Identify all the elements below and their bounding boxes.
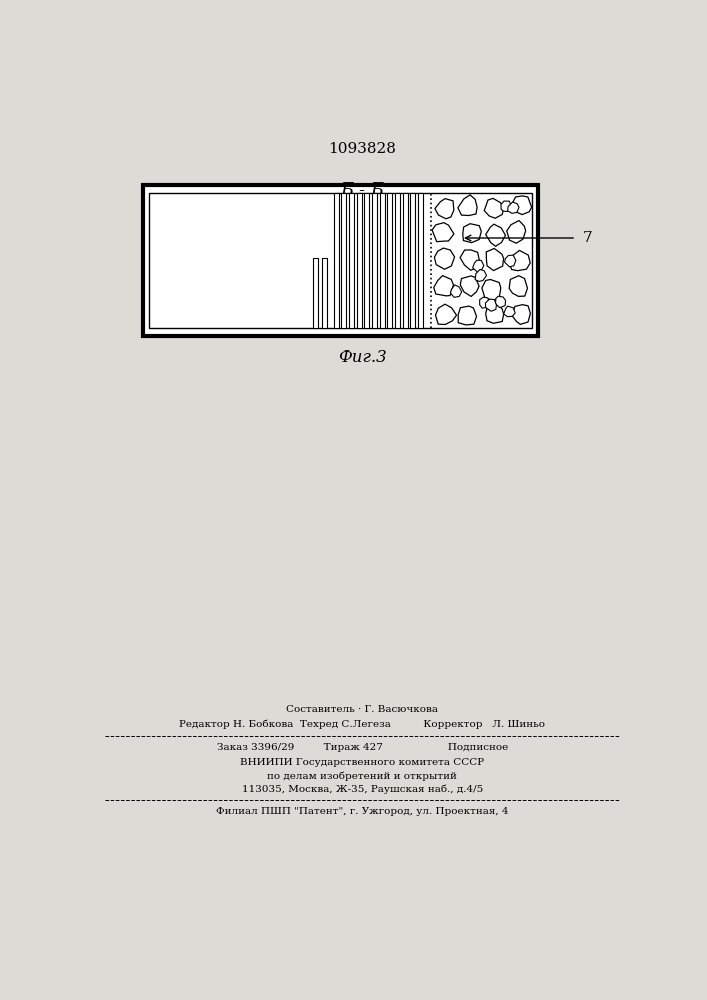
Bar: [322, 258, 327, 328]
Polygon shape: [505, 255, 516, 267]
Polygon shape: [508, 202, 519, 213]
Text: Б - Б: Б - Б: [340, 182, 385, 200]
Polygon shape: [432, 223, 454, 242]
Polygon shape: [496, 296, 506, 308]
Text: Фиг.3: Фиг.3: [338, 349, 387, 366]
Polygon shape: [486, 224, 506, 246]
Bar: [410, 193, 415, 328]
Polygon shape: [507, 221, 526, 243]
Polygon shape: [434, 276, 453, 296]
Polygon shape: [434, 248, 455, 269]
Bar: [418, 193, 423, 328]
Polygon shape: [458, 195, 477, 216]
Polygon shape: [479, 297, 490, 308]
Polygon shape: [486, 303, 503, 323]
Bar: [341, 193, 346, 328]
Text: Филиал ПШП "Патент", г. Ужгород, ул. Проектная, 4: Филиал ПШП "Патент", г. Ужгород, ул. Про…: [216, 807, 508, 816]
Polygon shape: [482, 279, 501, 300]
Bar: [313, 258, 318, 328]
Bar: [349, 193, 354, 328]
Polygon shape: [435, 199, 454, 219]
Text: 7: 7: [583, 231, 592, 245]
Text: 1093828: 1093828: [328, 142, 397, 156]
Bar: [395, 193, 400, 328]
Polygon shape: [509, 276, 527, 296]
Text: ВНИИПИ Государственного комитета СССР: ВНИИПИ Государственного комитета СССР: [240, 758, 484, 767]
Bar: [334, 193, 339, 328]
Bar: [372, 193, 377, 328]
Polygon shape: [463, 224, 481, 243]
Text: Заказ 3396/29         Тираж 427                    Подписное: Заказ 3396/29 Тираж 427 Подписное: [217, 743, 508, 752]
Bar: [356, 193, 361, 328]
Text: Составитель · Г. Васючкова: Составитель · Г. Васючкова: [286, 705, 438, 714]
Polygon shape: [486, 248, 503, 271]
Bar: [402, 193, 407, 328]
Polygon shape: [473, 260, 484, 272]
Polygon shape: [460, 276, 479, 296]
Bar: [148, 193, 532, 328]
Polygon shape: [484, 198, 503, 218]
Polygon shape: [460, 250, 479, 270]
Polygon shape: [436, 304, 457, 325]
Polygon shape: [450, 285, 462, 297]
Text: по делам изобретений и открытий: по делам изобретений и открытий: [267, 771, 457, 781]
Polygon shape: [508, 250, 530, 271]
Polygon shape: [503, 306, 515, 317]
Text: 113035, Москва, Ж-35, Раушская наб., д.4/5: 113035, Москва, Ж-35, Раушская наб., д.4…: [242, 784, 483, 794]
Polygon shape: [501, 201, 511, 211]
Bar: [364, 193, 369, 328]
Polygon shape: [458, 306, 477, 325]
Bar: [380, 193, 385, 328]
Polygon shape: [486, 299, 496, 311]
Polygon shape: [512, 305, 530, 324]
Polygon shape: [475, 269, 486, 281]
Polygon shape: [512, 196, 532, 215]
Bar: [387, 193, 392, 328]
Text: Редактор Н. Бобкова  Техред С.Легеза          Корректор   Л. Шиньо: Редактор Н. Бобкова Техред С.Легеза Корр…: [180, 720, 545, 729]
Bar: [144, 185, 538, 336]
